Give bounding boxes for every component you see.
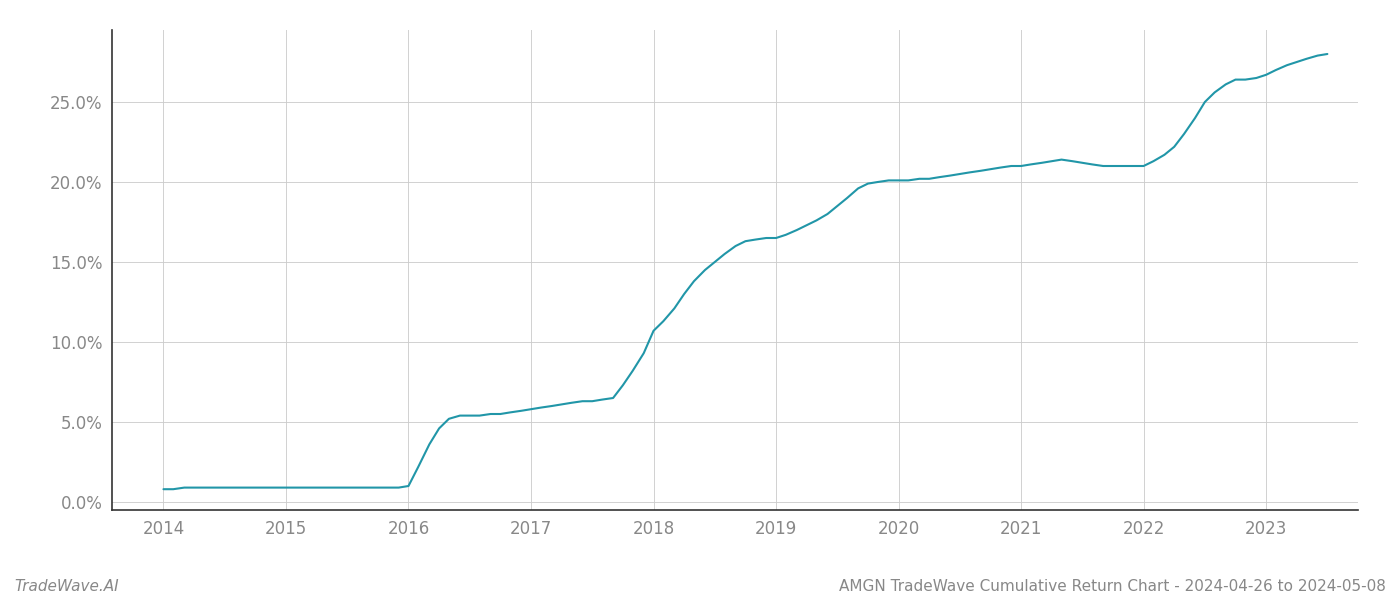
Text: AMGN TradeWave Cumulative Return Chart - 2024-04-26 to 2024-05-08: AMGN TradeWave Cumulative Return Chart -… bbox=[839, 579, 1386, 594]
Text: TradeWave.AI: TradeWave.AI bbox=[14, 579, 119, 594]
